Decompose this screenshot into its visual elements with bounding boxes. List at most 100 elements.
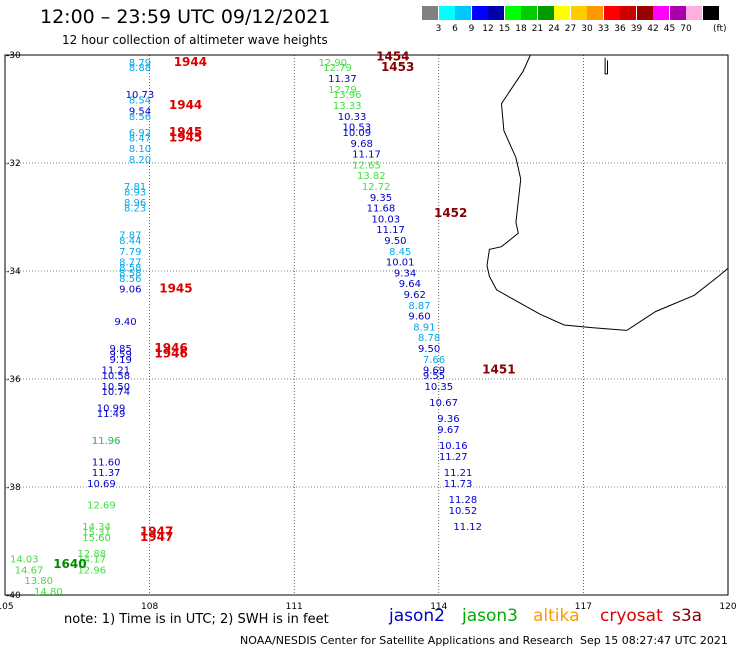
legend-s3a: s3a (672, 606, 703, 626)
wave-height-label: 6.92 (129, 128, 151, 139)
wave-height-label: 11.73 (444, 479, 473, 490)
wave-height-label: 8.58 (119, 263, 141, 274)
coastline (604, 57, 608, 75)
color-swatch (686, 6, 702, 20)
color-scale-label: 70 (680, 24, 692, 34)
wave-height-label: 9.68 (351, 139, 373, 150)
color-scale-label: 6 (452, 24, 458, 34)
wave-height-label: 8.47 (129, 133, 151, 144)
legend-jason2: jason2 (389, 606, 445, 626)
wave-height-label: 10.01 (386, 258, 415, 269)
wave-height-label: 9.64 (399, 279, 421, 290)
x-tick-label: 114 (430, 602, 447, 612)
wave-height-label: 9.50 (384, 236, 406, 247)
color-scale-label: 27 (564, 24, 577, 34)
wave-height-label: 10.09 (343, 128, 372, 139)
wave-height-label: 12.72 (362, 182, 391, 193)
wave-height-label: 8.91 (413, 322, 435, 333)
wave-height-label: 11.37 (328, 74, 357, 85)
wave-height-label: 8.87 (408, 301, 430, 312)
color-swatch (669, 6, 686, 20)
time-label: 1945 (159, 282, 192, 296)
wave-height-label: 10.74 (102, 387, 131, 398)
map-frame (4, 54, 729, 596)
legend-altika: altika (533, 606, 580, 626)
wave-height-label: 11.37 (92, 468, 121, 479)
wave-height-label: 11.12 (453, 522, 482, 533)
color-swatch (488, 6, 504, 20)
time-label: 1945 (169, 125, 202, 139)
wave-height-label: 10.52 (449, 506, 478, 517)
wave-height-label: 11.17 (352, 150, 381, 161)
wave-height-label: 12.79 (328, 85, 357, 96)
x-tick-label: 117 (575, 602, 592, 612)
color-swatch (504, 6, 521, 20)
color-scale-label: 3 (435, 24, 442, 34)
wave-height-label: 9.69 (423, 366, 445, 377)
time-label: 1454 (376, 49, 409, 63)
wave-height-label: 9.36 (437, 414, 459, 425)
wave-height-label: 12.88 (77, 549, 106, 560)
wave-height-label: 11.96 (92, 436, 121, 447)
wave-height-label: 8.23 (124, 204, 146, 215)
wave-height-label: 11.21 (444, 468, 473, 479)
time-label: 1946 (154, 346, 187, 360)
color-swatch (653, 6, 669, 20)
wave-height-label: 14.80 (34, 587, 63, 598)
color-swatch (603, 6, 620, 20)
wave-height-label: 9.19 (110, 355, 132, 366)
wave-height-label: 10.58 (102, 371, 131, 382)
wave-height-label: 13.96 (333, 90, 362, 101)
y-tick-label: -38 (6, 483, 21, 493)
wave-height-label: 14.34 (82, 522, 111, 533)
color-scale-label: 12 (482, 24, 494, 34)
wave-height-label: 10.73 (126, 90, 155, 101)
color-scale-label: 42 (647, 24, 659, 34)
wave-height-label: 8.20 (129, 155, 151, 166)
x-tick-label: 120 (719, 602, 736, 612)
wave-height-label: 9.59 (110, 349, 132, 360)
y-tick-label: -32 (6, 159, 21, 169)
wave-height-label: 9.54 (129, 106, 151, 117)
wave-height-label: 15.31 (82, 528, 111, 539)
wave-height-label: 8.93 (124, 187, 146, 198)
wave-height-label: 10.50 (102, 382, 131, 393)
wave-height-label: 8.56 (119, 274, 141, 285)
map-subtitle: 12 hour collection of altimeter wave hei… (62, 33, 328, 47)
color-swatch (455, 6, 471, 20)
color-swatch (438, 6, 455, 20)
wave-height-label: 8.45 (389, 247, 411, 258)
time-label: 1944 (169, 98, 202, 112)
footnote: note: 1) Time is in UTC; 2) SWH is in fe… (64, 612, 329, 627)
wave-height-label: 14.67 (15, 565, 44, 576)
y-tick-label: -34 (6, 267, 21, 277)
wave-height-label: 10.35 (424, 382, 453, 393)
wave-height-label: 9.40 (114, 317, 136, 328)
color-scale-label: 45 (663, 24, 676, 34)
legend-cryosat: cryosat (600, 606, 663, 626)
wave-height-label: 10.53 (343, 123, 372, 134)
wave-height-label: 9.85 (110, 344, 132, 355)
wave-height-label: 12.79 (323, 63, 352, 74)
color-swatch (537, 6, 554, 20)
x-tick-label: 111 (286, 602, 303, 612)
color-scale-label: 18 (515, 24, 527, 34)
wave-height-label: 8.79 (129, 58, 151, 69)
wave-height-label: 13.82 (357, 171, 386, 182)
wave-height-label: 8.58 (119, 268, 141, 279)
wave-height-label: 10.69 (87, 479, 116, 490)
wave-height-label: 14.17 (77, 555, 106, 566)
color-scale-label: 15 (498, 24, 511, 34)
wave-height-label: 10.67 (429, 398, 458, 409)
wave-height-label: 11.68 (367, 204, 396, 215)
wave-height-label: 7.81 (124, 182, 146, 193)
wave-height-label: 9.35 (370, 193, 392, 204)
color-swatch (636, 6, 653, 20)
y-tick-label: -30 (6, 51, 21, 61)
wave-height-label: 10.33 (338, 112, 367, 123)
wave-height-label: 9.62 (404, 290, 426, 301)
time-label: 1946 (154, 341, 187, 355)
color-scale-label: 9 (468, 24, 475, 34)
wave-height-label: 11.27 (439, 452, 468, 463)
